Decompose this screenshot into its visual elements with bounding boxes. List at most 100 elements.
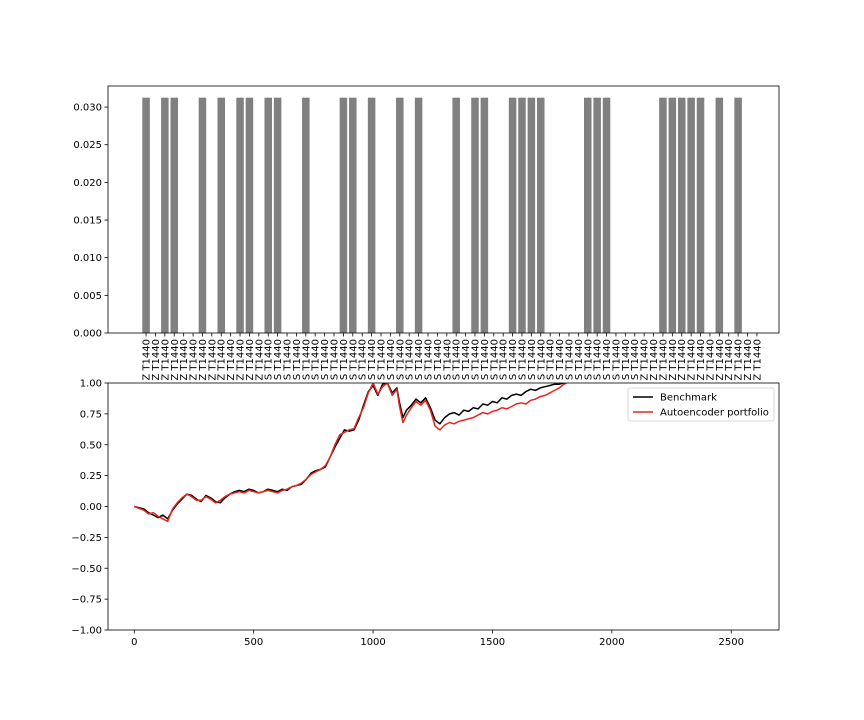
x-tick-label: S T1440 <box>489 339 500 380</box>
x-tick-label: S T1440 <box>320 339 331 380</box>
bar <box>583 97 592 333</box>
bar <box>659 97 667 333</box>
x-tick-label: S T1440 <box>414 339 425 380</box>
x-tick-label: Z T1440 <box>696 339 707 381</box>
x-tick-label: S T1440 <box>602 339 613 380</box>
bar <box>518 97 526 333</box>
bar <box>339 97 348 333</box>
x-tick-label: Z T1440 <box>752 339 763 381</box>
y-tick-label: 0.010 <box>73 253 102 264</box>
x-tick-label: Z T1440 <box>658 339 669 381</box>
series-line <box>134 383 567 523</box>
y-tick-label: 0.020 <box>73 178 102 189</box>
x-tick-label: S T1440 <box>423 339 434 380</box>
x-tick-label: S T1440 <box>499 339 510 380</box>
x-tick-label: Z T1440 <box>734 339 745 381</box>
x-tick-label: Z T1440 <box>743 339 754 381</box>
bar <box>198 97 207 333</box>
x-tick-label: S T1440 <box>377 339 388 380</box>
bar <box>602 97 611 333</box>
x-tick-label: S T1440 <box>546 339 557 380</box>
x-tick-label: Z T1440 <box>668 339 679 381</box>
x-tick-label: 2000 <box>599 637 624 648</box>
legend-entry: Benchmark <box>660 393 717 404</box>
bar <box>471 97 479 333</box>
x-tick-label: S T1440 <box>508 339 519 380</box>
bar <box>264 97 272 333</box>
x-tick-label: Z T1440 <box>640 339 651 381</box>
x-tick-label: Z T1440 <box>705 339 716 381</box>
x-tick-label: S T1440 <box>574 339 585 380</box>
x-tick-label: 1500 <box>480 637 505 648</box>
x-tick-label: Z T1440 <box>179 339 190 381</box>
line-chart: −1.00 −0.75 −0.50 −0.25 0.00 0.25 0.50 0.75 1.00… <box>71 379 780 648</box>
y-tick-label: 0.000 <box>73 329 102 340</box>
bar <box>414 97 423 333</box>
y-tick-label: 0.25 <box>80 471 102 482</box>
bar <box>452 97 460 333</box>
x-tick-label: Z T1440 <box>189 339 200 381</box>
x-tick-label: Z T1440 <box>236 339 247 381</box>
bar <box>687 97 695 333</box>
x-tick-label: S T1440 <box>611 339 622 380</box>
x-tick-label: S T1440 <box>358 339 369 380</box>
x-tick-label: S T1440 <box>386 339 397 380</box>
x-tick-label: Z T1440 <box>245 339 256 381</box>
x-tick-label: S T1440 <box>621 339 632 380</box>
bar <box>668 97 677 333</box>
x-tick-label: Z T1440 <box>715 339 726 381</box>
x-tick-label: S T1440 <box>461 339 472 380</box>
series-line <box>134 383 567 520</box>
x-tick-label: Z T1440 <box>724 339 735 381</box>
bar <box>537 97 545 333</box>
x-tick-label: S T1440 <box>555 339 566 380</box>
plot-frame <box>107 85 780 334</box>
x-tick-label: S T1440 <box>292 339 303 380</box>
x-tick-label: S T1440 <box>583 339 594 380</box>
x-tick-label: S T1440 <box>339 339 350 380</box>
x-tick-label: 2500 <box>719 637 744 648</box>
x-tick-label: Z T1440 <box>207 339 218 381</box>
bar <box>273 97 282 333</box>
bar <box>677 97 686 333</box>
x-tick-label: Z T1440 <box>226 339 237 381</box>
x-tick-label: S T1440 <box>273 339 284 380</box>
x-tick-label: 0 <box>131 637 137 648</box>
x-tick-label: S T1440 <box>480 339 491 380</box>
y-tick-label: −1.00 <box>71 626 102 637</box>
x-tick-label: Z T1440 <box>151 339 162 381</box>
x-tick-label: S T1440 <box>536 339 547 380</box>
legend: Benchmark Autoencoder portfolio <box>627 387 775 422</box>
x-tick-label: S T1440 <box>470 339 481 380</box>
x-tick-label: S T1440 <box>442 339 453 380</box>
x-tick-label: S T1440 <box>395 339 406 380</box>
x-tick-label: S T1440 <box>301 339 312 380</box>
x-tick-label: 500 <box>244 637 263 648</box>
bar <box>396 97 404 333</box>
x-tick-label: Z T1440 <box>170 339 181 381</box>
x-tick-label: Z T1440 <box>677 339 688 381</box>
x-tick-label: S T1440 <box>348 339 359 380</box>
x-tick-label: S T1440 <box>593 339 604 380</box>
y-tick-label: 0.025 <box>73 140 102 151</box>
x-tick-label: S T1440 <box>452 339 463 380</box>
bar <box>170 97 179 333</box>
bar <box>349 97 357 333</box>
x-tick-label: Z T1440 <box>254 339 265 381</box>
bar <box>161 97 169 333</box>
x-tick-label: S T1440 <box>405 339 416 380</box>
x-tick-label: Z T1440 <box>142 339 153 381</box>
x-tick-label: Z T1440 <box>217 339 228 381</box>
bar <box>480 97 489 333</box>
bar <box>217 97 226 333</box>
y-tick-label: 0.50 <box>80 440 102 451</box>
x-tick-label: S T1440 <box>564 339 575 380</box>
bar <box>696 97 705 333</box>
bar <box>508 97 517 333</box>
x-tick-label: S T1440 <box>311 339 322 380</box>
y-tick-label: −0.75 <box>71 595 102 606</box>
x-tick-label: S T1440 <box>283 339 294 380</box>
x-tick-label: S T1440 <box>433 339 444 380</box>
y-tick-label: 0.75 <box>80 409 102 420</box>
